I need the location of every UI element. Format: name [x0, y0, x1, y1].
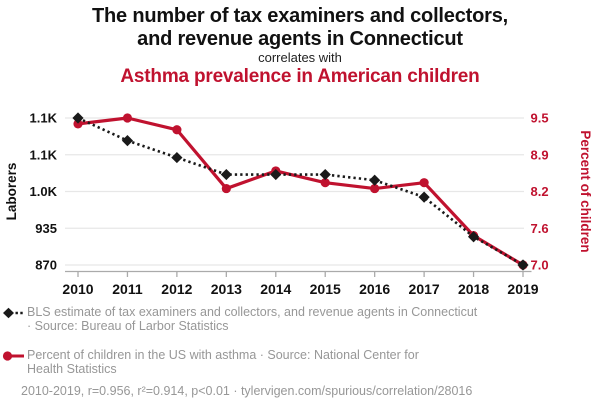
- x-tick-label: 2018: [458, 281, 489, 297]
- data-point-tax-examiners-2011: [121, 135, 134, 147]
- x-tick-label: 2011: [112, 281, 143, 297]
- correlates-with-label: correlates with: [258, 50, 342, 65]
- data-point-asthma-2015: [320, 178, 330, 188]
- chart-title-line2: and revenue agents in Connecticut: [137, 28, 463, 50]
- diamond-dashed-line-icon: [3, 307, 24, 319]
- data-point-asthma-2011: [122, 113, 133, 123]
- right-axis-tick-label: 7.6: [531, 221, 549, 236]
- data-point-tax-examiners-2019: [517, 259, 529, 271]
- data-point-asthma-2016: [370, 183, 380, 194]
- data-point-asthma-2010: [73, 119, 83, 129]
- data-point-tax-examiners-2014: [270, 168, 282, 181]
- circle-solid-line-icon: [2, 351, 24, 361]
- left-axis-title: Laborers: [4, 163, 19, 221]
- data-point-asthma-2013: [221, 183, 231, 194]
- right-axis-tick-label: 7.0: [531, 258, 549, 273]
- chart-title-line1: The number of tax examiners and collecto…: [92, 5, 508, 27]
- data-point-tax-examiners-2016: [369, 174, 381, 186]
- legend-tax-examiners-line2: · Source: Bureau of Larbor Statistics: [27, 318, 229, 333]
- legend-asthma-line2: Health Statistics: [27, 361, 117, 376]
- right-axis-tick-label: 8.2: [531, 184, 549, 199]
- series-line-tax-examiners: [77, 116, 524, 267]
- red-variable-title: Asthma prevalence in American children: [120, 66, 480, 87]
- x-tick-label: 2013: [211, 281, 242, 297]
- data-point-tax-examiners-2013: [220, 168, 232, 181]
- right-axis-title: Percent of children: [578, 130, 593, 252]
- x-tick-label: 2016: [359, 281, 390, 297]
- legend-item-asthma: Percent of children in the US with asthm…: [2, 348, 419, 376]
- x-tick-label: 2015: [310, 281, 341, 297]
- x-tick-label: 2019: [507, 281, 538, 297]
- data-point-tax-examiners-2017: [418, 191, 430, 203]
- data-point-asthma-2017: [419, 178, 429, 188]
- legend-tax-examiners-line1: BLS estimate of tax examiners and collec…: [27, 305, 478, 319]
- x-tick-label: 2017: [409, 281, 440, 297]
- data-point-tax-examiners-2012: [171, 151, 183, 164]
- right-axis-tick-label: 9.5: [531, 111, 549, 126]
- x-tick-label: 2012: [161, 281, 192, 297]
- left-axis-tick-label: 1.1K: [30, 147, 58, 162]
- x-tick-label: 2010: [62, 281, 93, 297]
- data-point-tax-examiners-2010: [72, 112, 84, 124]
- series-line-asthma: [76, 116, 525, 267]
- legend-item-tax-examiners: BLS estimate of tax examiners and collec…: [2, 305, 478, 333]
- data-point-tax-examiners-2015: [319, 168, 331, 181]
- left-axis-tick-label: 1.1K: [30, 111, 58, 126]
- left-axis-tick-label: 870: [35, 258, 57, 273]
- x-tick-label: 2014: [260, 281, 291, 297]
- left-axis-tick-label: 1.0K: [30, 184, 58, 199]
- chart-title: The number of tax examiners and collecto…: [0, 5, 600, 51]
- data-point-tax-examiners-2018: [467, 231, 480, 243]
- legend-asthma-line1: Percent of children in the US with asthm…: [27, 348, 419, 362]
- left-axis-tick-label: 935: [35, 221, 57, 236]
- stats-footer: 2010-2019, r=0.956, r²=0.914, p<0.01 · t…: [21, 384, 473, 398]
- data-point-asthma-2012: [172, 125, 182, 135]
- right-axis-tick-label: 8.9: [531, 147, 549, 162]
